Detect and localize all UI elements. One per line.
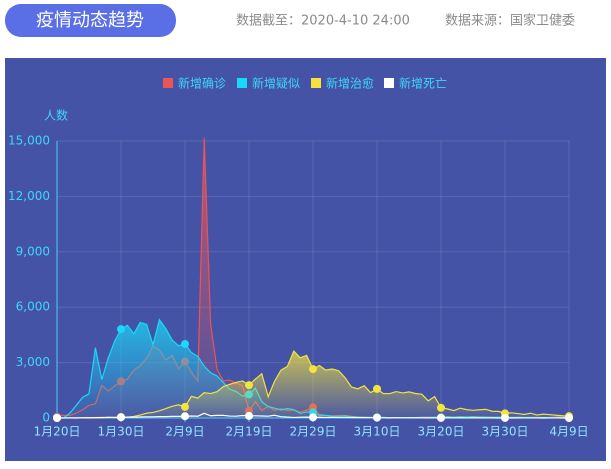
y-tick-label: 3,000 (16, 355, 50, 369)
point-marker (181, 339, 189, 348)
x-tick-label: 2月29日 (290, 425, 337, 439)
point-marker (309, 365, 317, 374)
point-marker (501, 413, 509, 422)
area-fill (57, 351, 569, 418)
legend-label: 新增治愈 (326, 76, 374, 91)
point-marker (117, 325, 125, 334)
x-tick-label: 1月20日 (34, 425, 81, 439)
legend-label: 新增疑似 (252, 76, 300, 91)
data-date: 数据截至：2020-4-10 24:00 (236, 14, 410, 29)
legend-label: 新增死亡 (399, 76, 447, 91)
y-tick-label: 6,000 (16, 300, 50, 314)
x-tick-label: 4月9日 (549, 425, 588, 439)
title-pill (5, 4, 176, 37)
point-marker (437, 413, 445, 422)
y-tick-label: 12,000 (8, 189, 50, 203)
point-marker (373, 413, 381, 422)
point-marker (181, 412, 189, 421)
y-tick-label: 0 (42, 411, 50, 425)
point-marker (117, 413, 125, 422)
y-tick-label: 15,000 (8, 134, 50, 148)
point-marker (245, 381, 253, 390)
legend-label: 新增确诊 (178, 76, 226, 91)
legend-swatch (237, 78, 247, 88)
point-marker (565, 414, 573, 422)
point-marker (373, 384, 381, 393)
data-source: 数据来源：国家卫健委 (445, 13, 575, 29)
legend-swatch (384, 78, 394, 88)
point-marker (245, 411, 253, 420)
x-tick-label: 3月10日 (354, 425, 401, 439)
page-title: 疫情动态趋势 (36, 10, 144, 31)
point-marker (53, 414, 61, 422)
y-axis-label: 人数 (44, 108, 68, 123)
x-tick-label: 1月30日 (98, 425, 145, 439)
y-tick-label: 9,000 (16, 244, 50, 258)
x-tick-label: 2月9日 (165, 425, 204, 439)
x-tick-label: 2月19日 (226, 425, 273, 439)
legend-swatch (311, 78, 321, 88)
x-tick-label: 3月20日 (418, 425, 465, 439)
point-marker (309, 413, 317, 422)
point-marker (181, 402, 189, 411)
x-tick-label: 3月30日 (482, 425, 529, 439)
legend-swatch (163, 78, 173, 88)
point-marker (437, 403, 445, 412)
